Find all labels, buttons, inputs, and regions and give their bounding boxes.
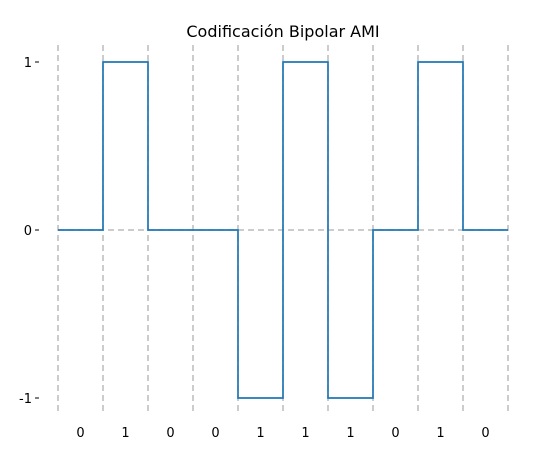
signal — [58, 61, 508, 399]
x-tick-label: 0 — [211, 426, 219, 441]
x-tick-label: 0 — [391, 426, 399, 441]
y-axis: 1 0 -1 — [19, 56, 39, 407]
y-tick-label: -1 — [19, 392, 32, 407]
signal-line — [58, 61, 508, 399]
x-axis: 0 1 0 0 1 1 1 0 1 0 — [76, 426, 489, 441]
x-tick-label: 1 — [436, 426, 444, 441]
x-tick-label: 0 — [76, 426, 84, 441]
chart-title: Codificación Bipolar AMI — [186, 22, 379, 41]
x-tick-label: 1 — [301, 426, 309, 441]
y-tick-label: 0 — [24, 224, 32, 239]
x-tick-label: 1 — [256, 426, 264, 441]
x-tick-label: 0 — [481, 426, 489, 441]
x-tick-label: 1 — [346, 426, 354, 441]
y-tick-label: 1 — [24, 56, 32, 71]
x-tick-label: 0 — [166, 426, 174, 441]
x-tick-label: 1 — [121, 426, 129, 441]
